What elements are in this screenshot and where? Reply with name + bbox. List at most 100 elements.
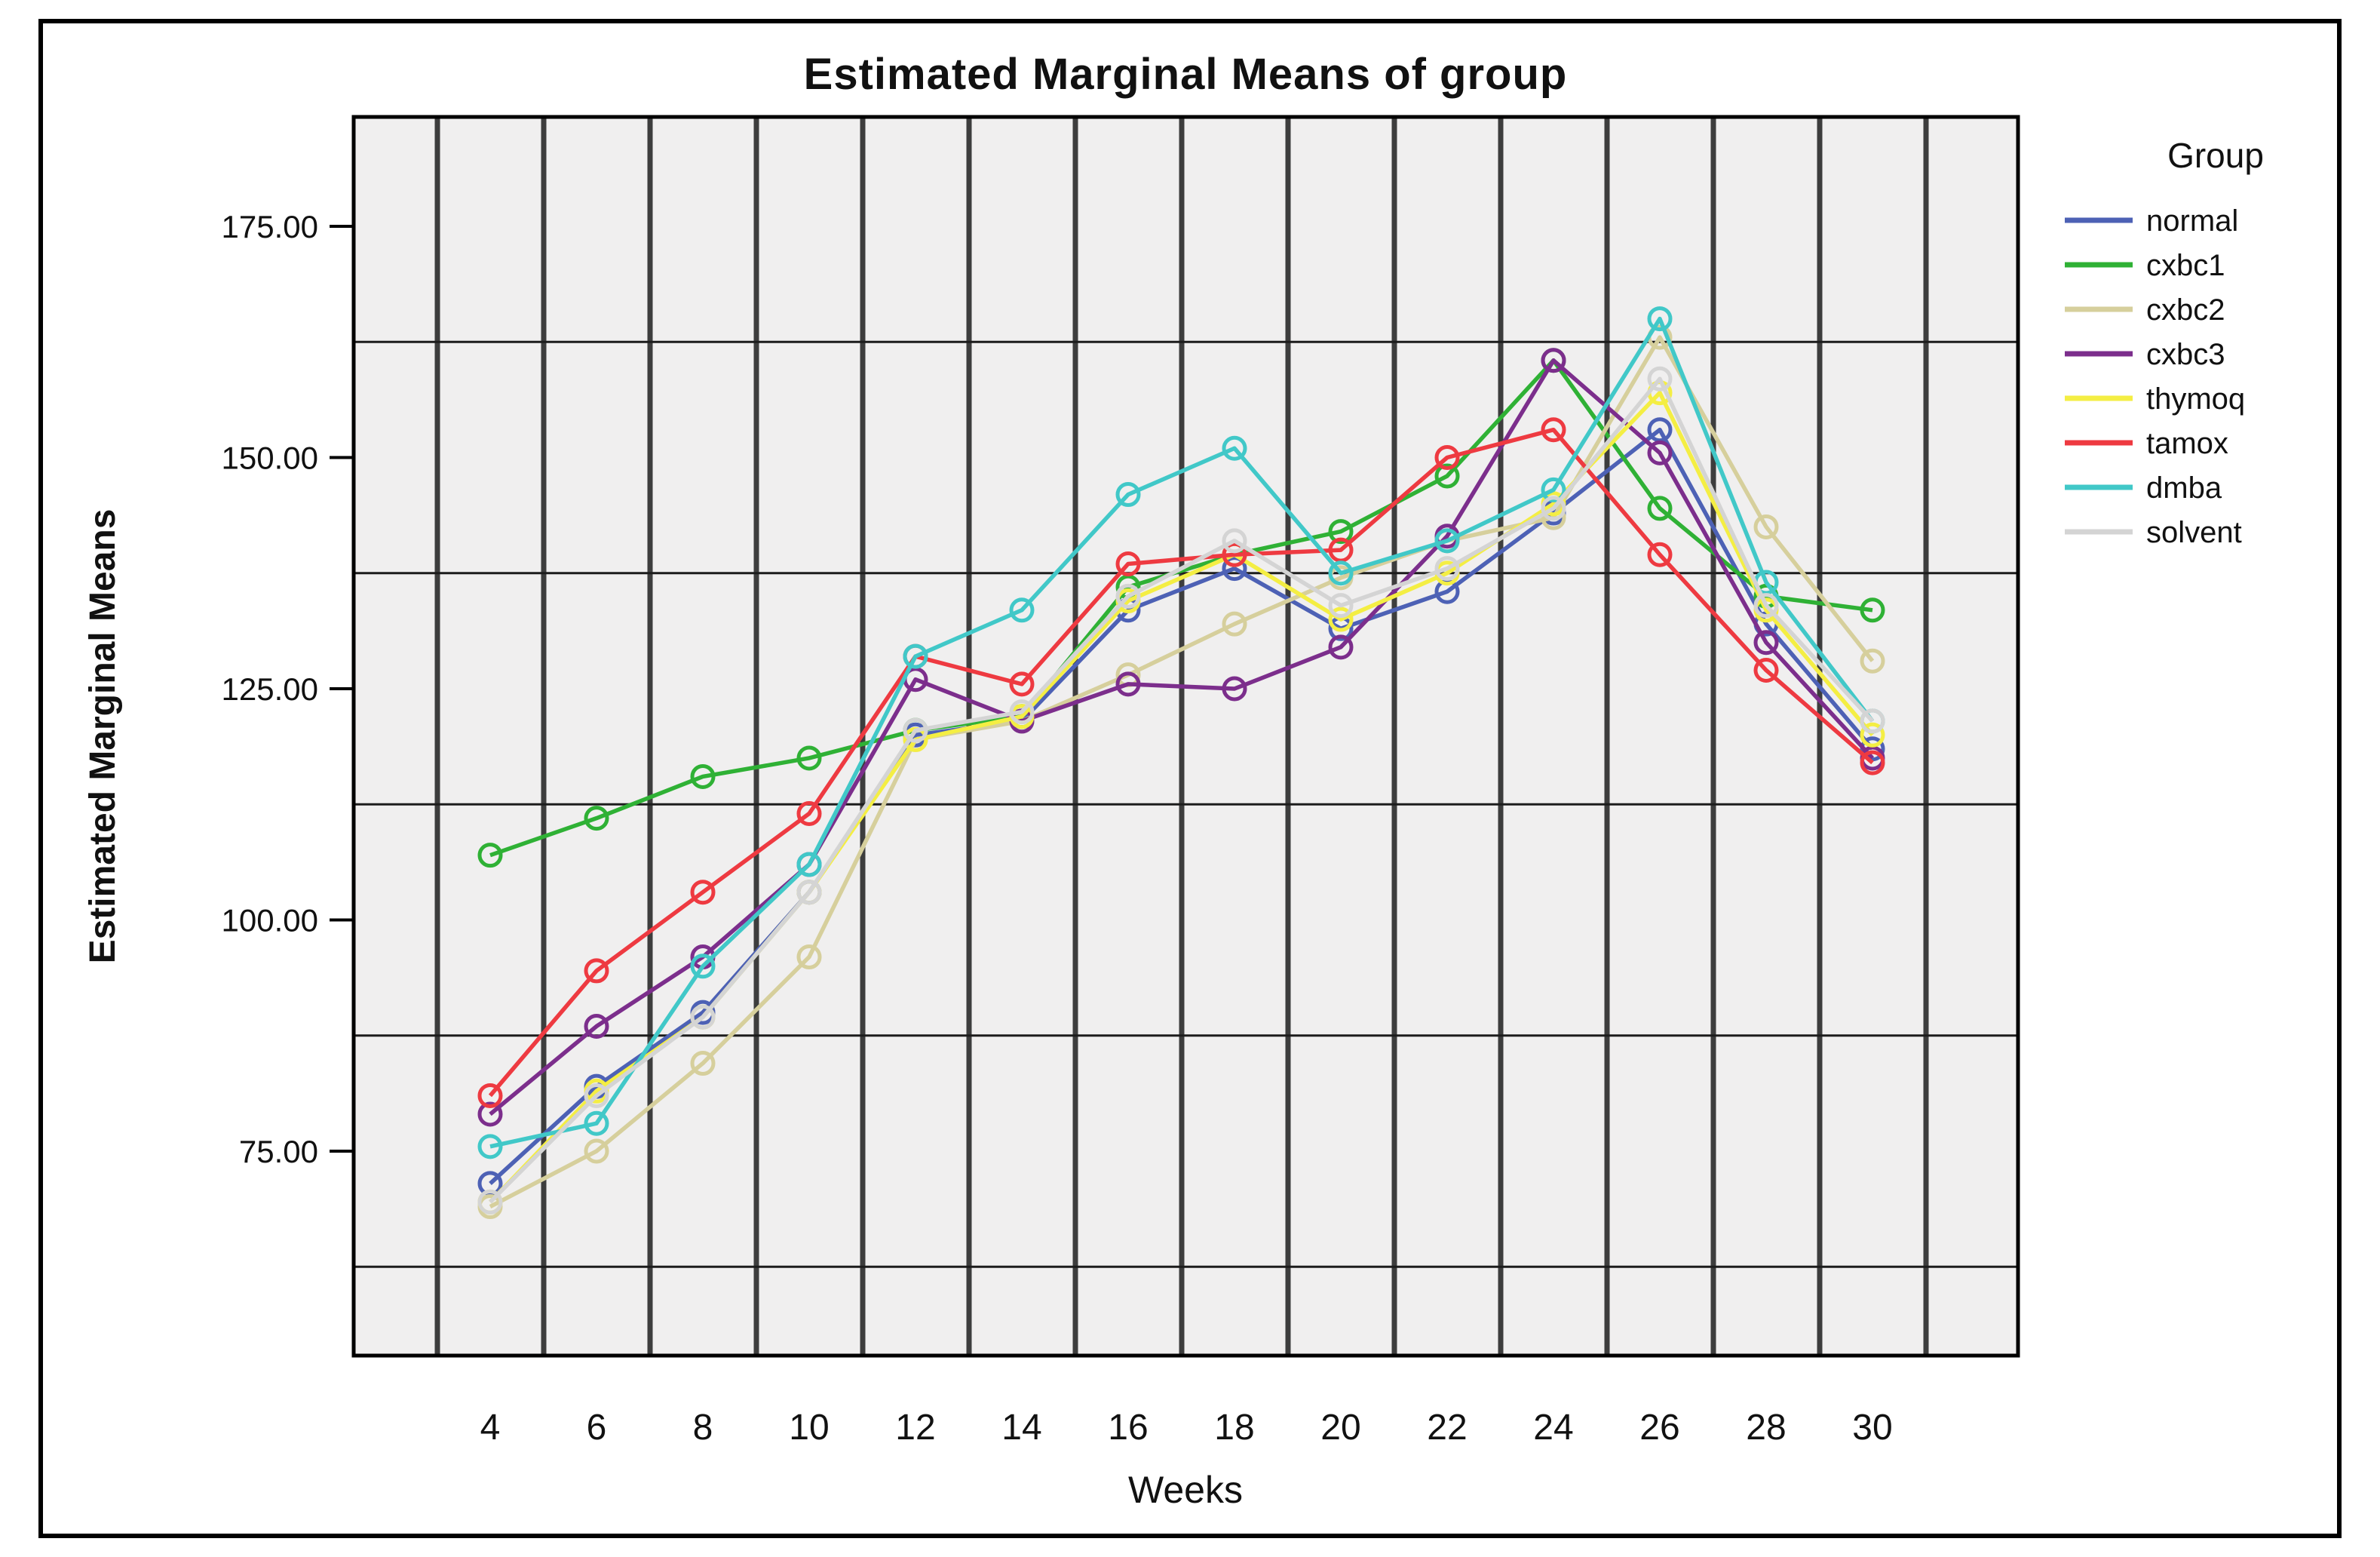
data-point-tamox-week-10: [796, 801, 822, 827]
y-tick-label: 75.00: [239, 1134, 318, 1169]
data-point-tamox-week-14: [1009, 671, 1035, 697]
data-point-dmba-week-14: [1009, 597, 1035, 623]
chart-title: Estimated Marginal Means of group: [804, 50, 1568, 99]
data-point-solvent-week-26: [1647, 366, 1673, 392]
data-point-cxbc3-week-20: [1328, 634, 1354, 660]
plot-area: 175.00 150.00 125.00 100.00 75.00 4 6 8 10 12 14 16…: [222, 115, 2020, 1448]
data-point-solvent-week-8: [690, 1004, 716, 1030]
data-point-cxbc1-week-26: [1647, 496, 1673, 521]
x-tick-label: 28: [1746, 1408, 1786, 1448]
data-point-solvent-week-22: [1434, 556, 1460, 582]
data-point-dmba-week-26: [1647, 306, 1673, 332]
data-point-solvent-week-6: [584, 1083, 609, 1108]
legend-item-cxbc1: cxbc1: [2065, 249, 2225, 282]
data-point-tamox-week-30: [1860, 750, 1885, 775]
data-point-cxbc2-week-8: [690, 1051, 716, 1076]
series-line-cxbc2: [489, 335, 1875, 1208]
data-point-tamox-week-28: [1753, 657, 1779, 683]
x-tick-label: 30: [1852, 1408, 1892, 1448]
data-point-normal-week-22: [1434, 579, 1460, 604]
data-point-cxbc1-week-30: [1860, 597, 1885, 623]
data-point-tamox-week-8: [690, 880, 716, 905]
data-point-tamox-week-4: [477, 1083, 503, 1108]
series-line-tamox: [488, 427, 1874, 1098]
data-point-cxbc3-week-18: [1222, 676, 1247, 702]
data-point-dmba-week-4: [477, 1134, 503, 1159]
y-axis-title: Estimated Marginal Means: [83, 509, 123, 964]
data-point-cxbc2-week-10: [796, 944, 822, 970]
series-line-cxbc3: [489, 358, 1875, 1116]
data-point-cxbc1-week-8: [690, 763, 716, 789]
data-point-dmba-week-16: [1115, 482, 1141, 508]
data-point-solvent-week-16: [1115, 583, 1141, 609]
data-point-cxbc1-week-10: [796, 745, 822, 771]
series-line-dmba: [489, 316, 1875, 1149]
x-tick-label: 8: [693, 1408, 713, 1448]
plot-background: [354, 117, 2018, 1356]
data-point-cxbc3-week-26: [1647, 440, 1673, 465]
x-tick-label: 22: [1427, 1408, 1467, 1448]
y-tick-label: 175.00: [222, 209, 318, 244]
data-point-tamox-week-20: [1328, 537, 1354, 563]
x-tick-label: 26: [1639, 1408, 1679, 1448]
legend-label-thymoq: thymoq: [2146, 382, 2245, 416]
y-tick-label: 100.00: [222, 903, 318, 938]
x-axis-title: Weeks: [1128, 1469, 1243, 1511]
data-point-cxbc3-week-4: [477, 1101, 503, 1127]
x-tick-label: 18: [1214, 1408, 1254, 1448]
legend-item-normal: normal: [2065, 204, 2238, 238]
series-line-solvent: [489, 376, 1875, 1204]
data-point-solvent-week-10: [796, 880, 822, 905]
legend-label-cxbc1: cxbc1: [2146, 249, 2225, 282]
y-tick-label: 150.00: [222, 441, 318, 476]
data-point-cxbc2-week-30: [1860, 648, 1885, 674]
data-point-dmba-week-18: [1222, 435, 1247, 461]
legend-label-cxbc3: cxbc3: [2146, 338, 2225, 371]
data-point-dmba-week-24: [1541, 477, 1566, 502]
y-tick-label: 125.00: [222, 671, 318, 707]
data-point-tamox-week-18: [1222, 542, 1247, 567]
data-point-solvent-week-4: [477, 1189, 503, 1215]
legend: Group normal cxbc1 cxbc2 cxbc3 thymoq tamox dm…: [2065, 136, 2264, 549]
data-point-normal-week-18: [1222, 556, 1247, 582]
data-point-solvent-week-14: [1009, 699, 1035, 725]
data-point-tamox-week-26: [1647, 542, 1673, 567]
data-point-cxbc1-week-20: [1328, 519, 1354, 545]
data-point-normal-week-4: [477, 1171, 503, 1196]
data-point-cxbc3-week-16: [1115, 671, 1141, 697]
data-point-solvent-week-12: [903, 717, 928, 743]
x-tick-label: 6: [587, 1408, 607, 1448]
data-point-tamox-week-16: [1115, 551, 1141, 576]
data-point-solvent-week-20: [1328, 593, 1354, 619]
legend-item-tamox: tamox: [2065, 427, 2228, 460]
data-point-dmba-week-12: [903, 643, 928, 669]
x-tick-label: 14: [1001, 1408, 1041, 1448]
data-point-dmba-week-22: [1434, 528, 1460, 554]
data-point-cxbc2-week-18: [1222, 611, 1247, 637]
data-point-cxbc3-week-24: [1541, 348, 1566, 373]
data-point-cxbc2-week-28: [1753, 514, 1779, 539]
legend-label-dmba: dmba: [2146, 471, 2222, 505]
legend-label-cxbc2: cxbc2: [2146, 293, 2225, 327]
data-point-solvent-week-30: [1860, 708, 1885, 734]
legend-title: Group: [2167, 136, 2264, 175]
data-point-dmba-week-10: [796, 852, 822, 877]
legend-item-dmba: dmba: [2065, 471, 2222, 505]
data-point-tamox-week-22: [1434, 445, 1460, 470]
data-point-normal-week-26: [1647, 417, 1673, 443]
data-point-dmba-week-20: [1328, 560, 1354, 586]
data-point-tamox-week-24: [1541, 417, 1566, 443]
x-tick-label: 16: [1108, 1408, 1148, 1448]
data-point-cxbc1-week-22: [1434, 463, 1460, 489]
data-point-solvent-week-24: [1541, 496, 1566, 521]
x-tick-label: 20: [1320, 1408, 1360, 1448]
legend-item-solvent: solvent: [2065, 516, 2242, 549]
series-solvent: [477, 366, 1885, 1215]
data-point-cxbc3-week-6: [584, 1013, 609, 1039]
data-point-tamox-week-6: [584, 958, 609, 984]
x-tick-label: 10: [789, 1408, 829, 1448]
data-point-solvent-week-18: [1222, 528, 1247, 554]
figure-border: [38, 19, 2342, 1538]
